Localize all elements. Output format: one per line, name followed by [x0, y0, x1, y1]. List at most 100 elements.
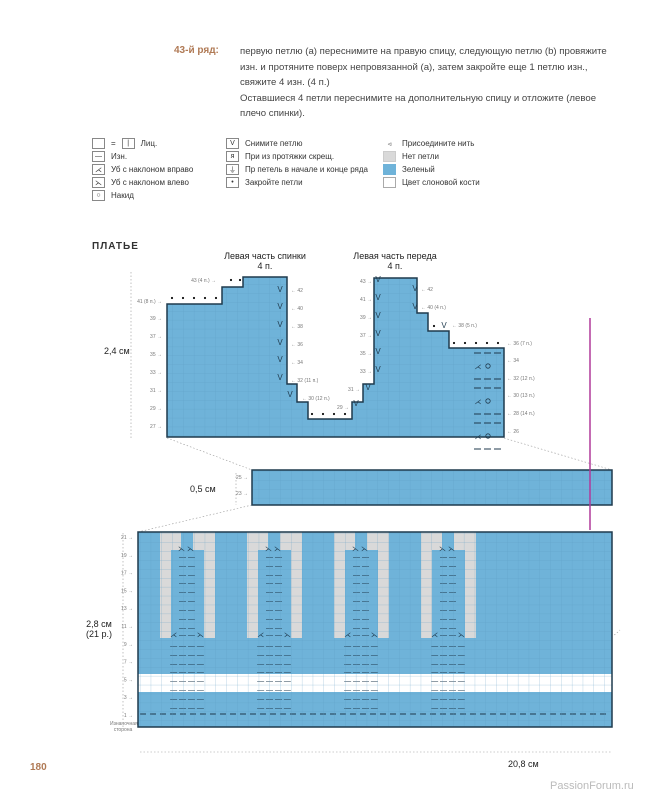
section-title: ПЛАТЬЕ: [92, 241, 139, 252]
bind-off-icon: [474, 341, 478, 345]
decrease-right-icon: ⋌: [92, 164, 105, 175]
row-number: 41 (8 п.) →: [137, 299, 162, 305]
green-swatch: [383, 164, 396, 175]
yarn-over-icon: [485, 433, 491, 439]
row-number: 19 →: [121, 553, 133, 559]
legend-label: Нет петли: [402, 152, 439, 161]
row-number: 25 →: [236, 475, 248, 481]
row-number: 15 →: [121, 588, 133, 594]
legend-label: Изн.: [111, 152, 128, 161]
row-number: ← 38 (5 п.): [452, 323, 477, 329]
legend-label: Пр петель в начале и конце ряда: [245, 165, 368, 174]
row-number: 23 →: [236, 491, 248, 497]
slip-stitch-icon: V: [365, 383, 371, 392]
decrease-left-icon: ⋌: [475, 399, 482, 406]
row-number: ← 28 (14 п.): [507, 411, 535, 417]
legend-item: • Закройте петли: [226, 176, 368, 189]
instruction-paragraph: первую петлю (a) переснимите на правую с…: [240, 46, 607, 88]
page-number: 180: [30, 762, 47, 773]
row-number: 31 →: [348, 387, 360, 393]
slip-stitch-icon: V: [375, 347, 381, 356]
upper-height-label: 2,4 см: [104, 346, 130, 356]
front-count: 4 п.: [387, 261, 403, 271]
bind-off-icon: [343, 412, 347, 416]
row-number: 43 (4 п.) →: [191, 278, 216, 284]
front-chart-title: Левая часть переда 4 п.: [345, 251, 445, 271]
legend-item: ⋋ Уб с наклоном влево: [92, 176, 193, 189]
slip-stitch-icon: V: [375, 329, 381, 338]
lower-height-label: 2,8 см (21 р.): [86, 619, 112, 639]
ivory-swatch: [383, 177, 396, 188]
bind-off-icon: [463, 341, 467, 345]
row-number: ← 36 (7 п.): [507, 341, 532, 347]
row-number: 37 →: [360, 333, 372, 339]
row-number: 35 →: [150, 352, 162, 358]
legend-column-1: = | Лиц. — Изн. ⋌ Уб с наклоном вправо ⋋ Уб с…: [92, 137, 193, 202]
bind-off-icon: [485, 341, 489, 345]
bind-off-icon: [332, 412, 336, 416]
bind-off-icon: [238, 278, 242, 282]
slip-stitch-icon: V: [412, 302, 418, 311]
back-title: Левая часть спинки: [224, 251, 306, 261]
slip-stitch-icon: V: [375, 365, 381, 374]
slip-stitch-icon: V: [287, 390, 293, 399]
slip-stitch-icon: V: [277, 320, 283, 329]
legend-label: При из протяжки скрещ.: [245, 152, 335, 161]
bind-off-icon: [310, 412, 314, 416]
slip-stitch-icon: V: [353, 399, 359, 408]
lower-chart-grid: [138, 532, 612, 727]
decrease-left-icon: ⋋: [92, 177, 105, 188]
instructions-text: первую петлю (a) переснимите на правую с…: [240, 44, 610, 122]
legend-column-2: V Снимите петлю ᴙ При из протяжки скрещ. ⏚…: [226, 137, 368, 189]
row-number: 11 →: [121, 624, 133, 630]
slip-stitch-icon: V: [226, 138, 239, 149]
row-number: ← 42: [421, 287, 433, 293]
bind-off-icon: [496, 341, 500, 345]
middle-chart-grid: [252, 470, 612, 505]
back-chart-title: Левая часть спинки 4 п.: [210, 251, 320, 271]
legend-label: Закройте петли: [245, 178, 303, 187]
bind-off-icon: [170, 296, 174, 300]
legend-item: ⋌ Уб с наклоном вправо: [92, 163, 193, 176]
legend-label: Зеленый: [402, 165, 435, 174]
make-one-twisted-icon: ᴙ: [226, 151, 239, 162]
height: 2,8 см: [86, 619, 112, 629]
row-number: 29 →: [337, 405, 349, 411]
legend-label: Уб с наклоном влево: [111, 178, 189, 187]
row-number: ← 36: [291, 342, 303, 348]
row-number: ← 38: [291, 324, 303, 330]
row-number: 35 →: [360, 351, 372, 357]
purl-icon: —: [92, 151, 105, 162]
upper-chart: 43 (4 п.) → 41 (8 п.) → 39 → 37 → 35 → 33 → 31…: [137, 275, 535, 450]
yarn-over-icon: [485, 363, 491, 369]
row-number: ← 42: [291, 288, 303, 294]
middle-height-label: 0,5 см: [190, 484, 216, 494]
row-number: 41 →: [360, 297, 372, 303]
lower-chart-outline: [137, 531, 613, 728]
row-number: 13 →: [121, 606, 133, 612]
slip-stitch-icon: V: [441, 321, 447, 330]
slip-stitch-icon: V: [277, 338, 283, 347]
bind-off-icon: [432, 324, 436, 328]
row-number: 5 →: [124, 677, 133, 683]
watermark: PassionForum.ru: [550, 780, 634, 792]
yarn-over-icon: ○: [92, 190, 105, 201]
legend-label: Присоедините нить: [402, 139, 475, 148]
legend-item: ᴙ При из протяжки скрещ.: [226, 150, 368, 163]
slip-stitch-icon: V: [277, 373, 283, 382]
width-label: 20,8 см: [508, 759, 539, 769]
lower-chart: ⋋ ⋋— —— —— —— —— —— —— —— —— —⋌ — — ⋋— —…: [121, 531, 613, 728]
legend-label: Лиц.: [140, 139, 158, 148]
row-number: 1 →: [124, 713, 133, 719]
row-number: 21 →: [121, 535, 133, 541]
row-number: 29 →: [150, 406, 162, 412]
row-number: ← 26: [507, 429, 519, 435]
slip-stitch-icon: V: [412, 284, 418, 293]
row-number: 31 →: [150, 388, 162, 394]
row-number: 37 →: [150, 334, 162, 340]
row-number: 33 →: [150, 370, 162, 376]
row-number: ← 40: [291, 306, 303, 312]
no-stitch-swatch: [383, 151, 396, 162]
rows-count: (21 р.): [86, 629, 113, 639]
